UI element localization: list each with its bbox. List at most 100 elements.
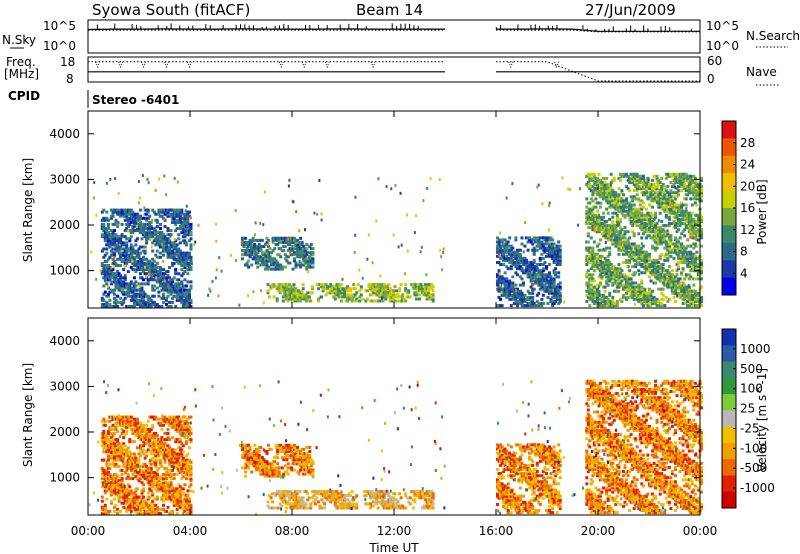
power-echo-cell (589, 213, 593, 217)
power-echo-cell (677, 279, 680, 283)
power-echo-cell (174, 222, 178, 226)
power-echo-cell (677, 244, 680, 248)
power-echo-cell (134, 284, 138, 288)
power-echo-cell (178, 218, 182, 222)
power-echo-cell (160, 276, 164, 280)
power-echo-cell (594, 256, 598, 260)
power-echo-cell (189, 255, 193, 259)
power-echo-cell (148, 270, 152, 274)
power-echo-cell (175, 294, 179, 298)
power-echo-cell (155, 270, 159, 274)
power-echo-cell (106, 222, 110, 226)
power-echo-cell (403, 272, 406, 276)
power-echo-cell (532, 271, 536, 275)
power-echo-cell (278, 283, 282, 287)
power-echo-cell (534, 248, 538, 252)
power-echo-cell (128, 218, 132, 222)
power-echo-cell (503, 291, 507, 295)
power-echo-cell (503, 246, 507, 250)
power-echo-cell (614, 195, 618, 199)
power-echo-cell (166, 229, 170, 233)
power-echo-cell (597, 248, 601, 252)
power-echo-cell (294, 299, 297, 303)
power-echo-cell (700, 195, 703, 199)
power-echo-cell (600, 265, 604, 269)
power-echo-cell (625, 172, 628, 176)
power-echo-cell (596, 295, 599, 299)
power-echo-cell (642, 299, 645, 303)
power-echo-cell (294, 263, 298, 267)
power-echo-cell (608, 252, 612, 256)
power-echo-cell (309, 253, 313, 257)
power-echo-cell (103, 264, 107, 267)
power-echo-cell (257, 247, 261, 251)
power-echo-cell (119, 264, 123, 267)
power-echo-cell (500, 275, 504, 279)
power-echo-cell (596, 209, 599, 213)
power-echo-cell (393, 295, 397, 299)
power-echo-cell (692, 283, 696, 287)
power-echo-cell (612, 232, 616, 236)
power-echo-cell (520, 297, 524, 301)
power-echo-cell (649, 293, 653, 297)
power-echo-cell (700, 244, 703, 248)
power-echo-cell (684, 203, 688, 207)
power-echo-cell (289, 287, 293, 291)
power-echo-cell (109, 276, 113, 280)
power-echo-cell (696, 191, 700, 195)
power-echo-cell (683, 183, 687, 186)
power-echo-cell (390, 295, 394, 299)
power-echo-cell (273, 247, 277, 251)
power-echo-cell (672, 195, 676, 199)
power-echo-cell (661, 183, 665, 186)
power-echo-cell (442, 247, 445, 251)
power-echo-cell (667, 244, 671, 248)
power-echo-cell (663, 185, 667, 189)
power-echo-cell (352, 295, 356, 299)
power-echo-cell (189, 245, 193, 249)
power-echo-cell (381, 285, 385, 289)
power-echo-cell (549, 238, 553, 242)
power-echo-cell (663, 230, 667, 234)
power-echo-cell (154, 231, 158, 235)
power-echo-cell (611, 226, 615, 230)
power-echo-cell (298, 260, 301, 263)
power-echo-cell (324, 285, 328, 289)
power-echo-cell (628, 201, 632, 205)
power-echo-cell (696, 230, 700, 234)
power-echo-cell (181, 294, 185, 298)
power-echo-cell (696, 256, 700, 260)
power-echo-cell (626, 238, 630, 242)
power-echo-cell (102, 292, 106, 296)
power-echo-cell (591, 226, 595, 230)
power-echo-cell (359, 287, 363, 291)
power-echo-cell (307, 270, 310, 274)
power-echo-cell (663, 254, 667, 258)
power-echo-cell (105, 276, 109, 280)
power-echo-cell (108, 245, 112, 249)
power-echo-cell (608, 217, 612, 221)
power-echo-cell (175, 247, 179, 251)
power-echo-cell (105, 302, 109, 306)
power-echo-cell (635, 256, 639, 260)
power-echo-cell (690, 265, 694, 269)
power-echo-cell (586, 213, 590, 217)
power-echo-cell (692, 189, 696, 193)
power-echo-cell (329, 291, 333, 295)
power-echo-cell (625, 197, 628, 201)
power-echo-cell (680, 207, 684, 211)
power-echo-cell (569, 188, 572, 191)
power-echo-cell (171, 296, 175, 300)
power-echo-cell (603, 302, 607, 305)
power-echo-cell (567, 187, 570, 191)
power-echo-cell (591, 277, 595, 281)
power-echo-cell (692, 267, 696, 271)
power-echo-cell (686, 289, 690, 293)
power-echo-cell (648, 254, 651, 258)
power-echo-cell (268, 267, 272, 271)
power-echo-cell (155, 261, 159, 265)
power-echo-cell (617, 193, 621, 197)
power-echo-cell (293, 247, 296, 251)
power-echo-cell (157, 210, 161, 214)
power-echo-cell (693, 277, 697, 281)
